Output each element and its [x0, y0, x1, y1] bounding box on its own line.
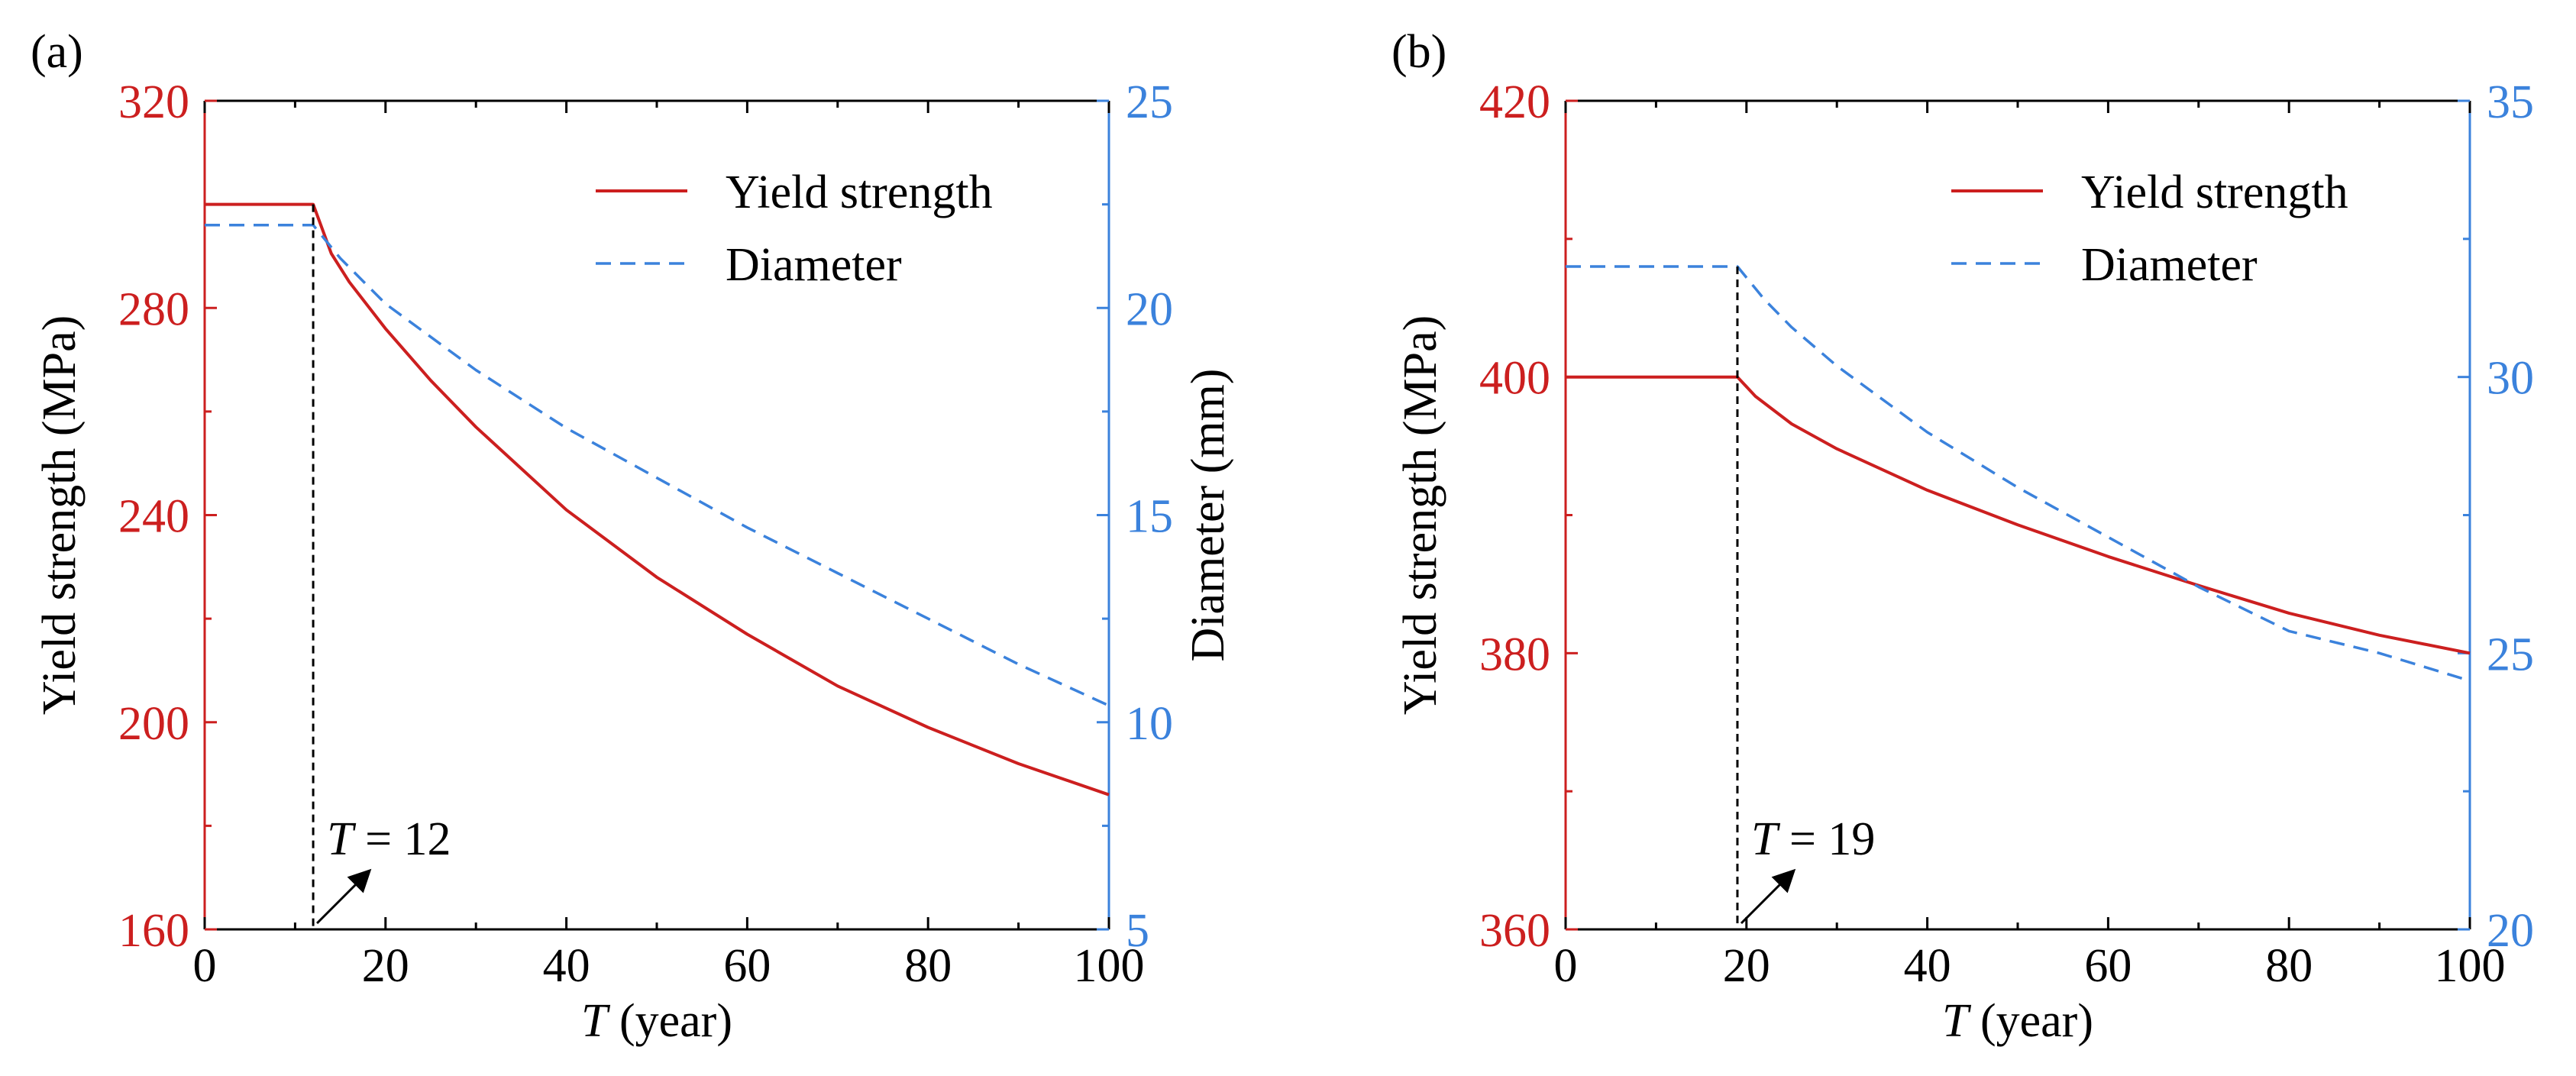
legend-entry: Yield strength: [2081, 166, 2348, 218]
x-axis-title: T (year): [1942, 995, 2093, 1047]
x-tick-label: 100: [2435, 940, 2506, 992]
annotation-var: T: [327, 813, 357, 865]
x-tick-label: 20: [1723, 940, 1770, 992]
y-right-axis-title: Diameter (mm): [1182, 369, 1234, 662]
x-axis-title: T (year): [581, 995, 732, 1047]
x-tick-label: 40: [543, 940, 590, 992]
y-right-tick-label: 25: [2487, 628, 2534, 680]
legend: Yield strength Diameter: [1951, 166, 2348, 291]
panel-label: (a): [31, 26, 83, 78]
y-right-tick-label: 20: [2487, 905, 2534, 957]
annotation-var: T: [1751, 813, 1781, 865]
y-right-tick-label: 35: [2487, 76, 2534, 128]
y-right-tick-label: 5: [1126, 905, 1149, 957]
x-tick-label: 100: [1074, 940, 1145, 992]
y-left-tick-label: 400: [1479, 353, 1550, 405]
legend-entry: Diameter: [726, 239, 902, 291]
y-right-tick-label: 25: [1126, 76, 1173, 128]
x-axis-title-unit: (year): [608, 995, 732, 1047]
x-tick-label: 80: [904, 940, 952, 992]
x-tick-label: 60: [723, 940, 771, 992]
series-line-diameter: [1566, 265, 2471, 683]
legend-entry: Yield strength: [726, 166, 993, 218]
x-tick-label: 40: [1904, 940, 1951, 992]
annotation-label: T = 12: [327, 813, 451, 865]
y-left-tick-label: 420: [1479, 76, 1550, 128]
x-axis-title-var: T: [1942, 995, 1972, 1047]
x-tick-label: 20: [362, 940, 409, 992]
annotation-label: T = 19: [1751, 813, 1875, 865]
annotation-arrow: [316, 868, 372, 925]
x-axis-title-var: T: [581, 995, 611, 1047]
x-tick-label: 60: [2084, 940, 2132, 992]
panel-b: 0 20 40 60 80 100 360 380 400 420 20 25 30 35 (b) T (ye…: [1391, 26, 2534, 1047]
annotation-value: = 19: [1777, 813, 1875, 865]
y-right-tick-label: 30: [2487, 353, 2534, 405]
x-tick-label: 0: [1554, 940, 1578, 992]
y-left-tick-label: 380: [1479, 628, 1550, 680]
y-left-tick-label: 240: [118, 491, 189, 543]
y-left-tick-label: 160: [118, 905, 189, 957]
series-line-diameter: [205, 224, 1110, 707]
y-left-tick-label: 280: [118, 283, 189, 335]
y-left-tick-label: 200: [118, 698, 189, 750]
x-tick-label: 80: [2265, 940, 2313, 992]
annotation-value: = 12: [354, 813, 451, 865]
series-line-yield-strength: [205, 202, 1110, 796]
y-right-tick-label: 20: [1126, 283, 1173, 335]
series-line-yield-strength: [1566, 375, 2471, 655]
x-tick-label: 0: [193, 940, 217, 992]
panel-a: 0 20 40 60 80 100 160 200 240 280 320 5 10 15 20 25 (a) T…: [31, 26, 1234, 1047]
y-left-tick-label: 320: [118, 76, 189, 128]
y-right-tick-label: 15: [1126, 491, 1173, 543]
x-axis-title-unit: (year): [1969, 995, 2093, 1047]
legend-entry: Diameter: [2081, 239, 2258, 291]
y-left-tick-label: 360: [1479, 905, 1550, 957]
panel-label: (b): [1391, 26, 1446, 78]
y-left-axis-title: Yield strength (MPa): [1395, 315, 1446, 716]
legend: Yield strength Diameter: [596, 166, 993, 291]
y-right-tick-label: 10: [1126, 698, 1173, 750]
annotation-arrow: [1740, 868, 1796, 925]
y-left-axis-title: Yield strength (MPa): [34, 315, 86, 716]
